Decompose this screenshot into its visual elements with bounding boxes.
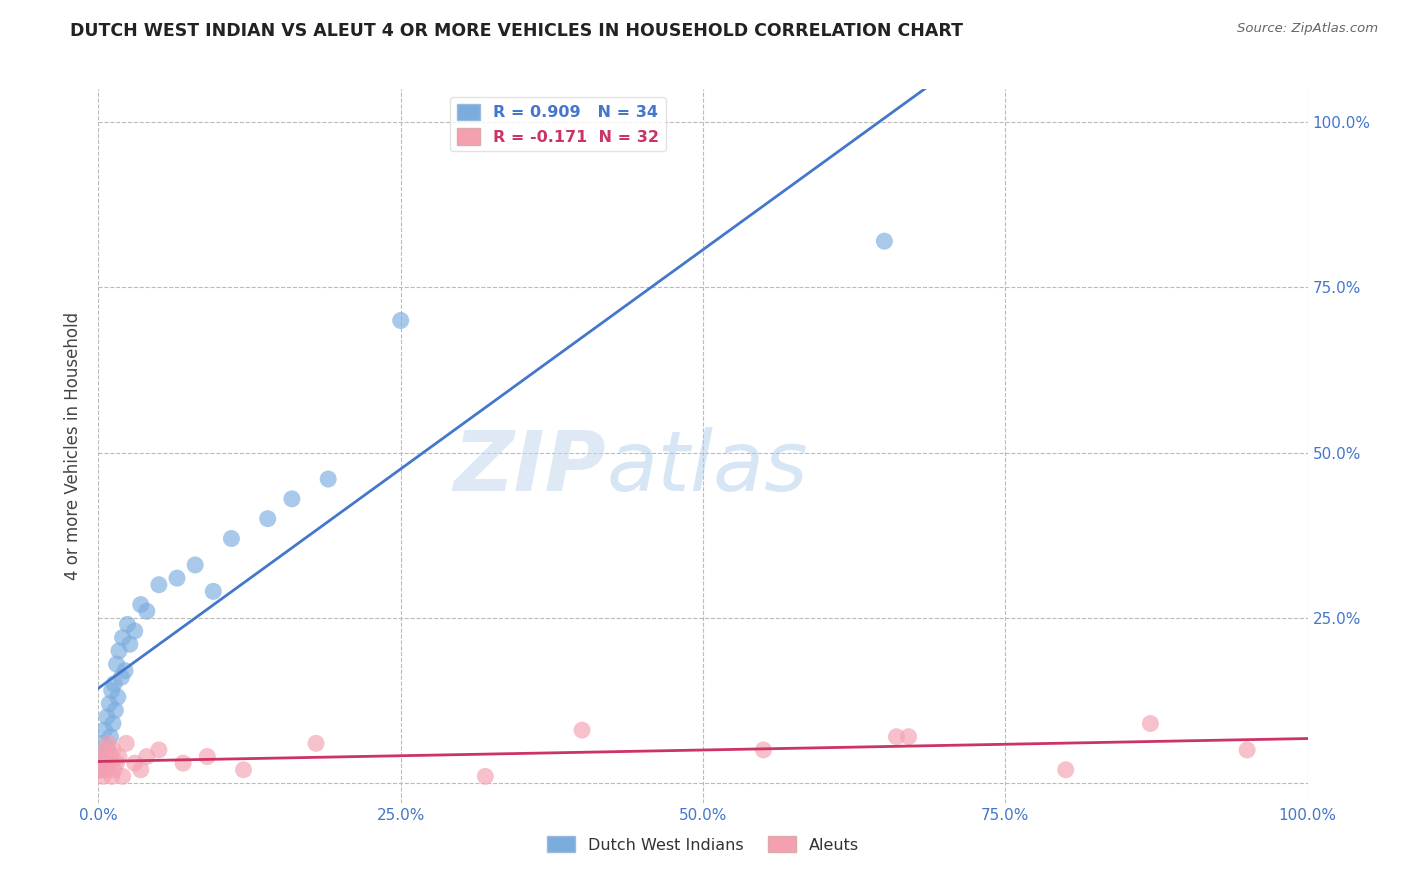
Point <box>96 763 118 777</box>
Point <box>474 769 496 783</box>
Point <box>118 637 141 651</box>
Point <box>202 584 225 599</box>
Legend: Dutch West Indians, Aleuts: Dutch West Indians, Aleuts <box>540 830 866 859</box>
Point <box>103 763 125 777</box>
Point <box>91 769 114 783</box>
Point <box>105 657 128 671</box>
Point <box>96 710 118 724</box>
Point <box>389 313 412 327</box>
Point <box>115 736 138 750</box>
Point <box>107 690 129 704</box>
Point <box>1139 716 1161 731</box>
Point <box>316 472 339 486</box>
Point <box>129 763 152 777</box>
Point <box>232 763 254 777</box>
Point <box>108 644 131 658</box>
Point <box>124 756 146 771</box>
Point <box>124 624 146 638</box>
Point <box>886 730 908 744</box>
Point <box>195 749 218 764</box>
Point <box>114 664 136 678</box>
Point <box>100 769 122 783</box>
Point <box>135 749 157 764</box>
Point <box>100 683 122 698</box>
Point <box>100 730 122 744</box>
Point <box>108 749 131 764</box>
Text: ZIP: ZIP <box>454 427 606 508</box>
Point <box>93 756 115 771</box>
Point <box>98 697 121 711</box>
Point <box>571 723 593 738</box>
Point <box>103 677 125 691</box>
Point <box>117 617 139 632</box>
Point <box>256 511 278 525</box>
Text: atlas: atlas <box>606 427 808 508</box>
Point <box>98 756 121 771</box>
Text: Source: ZipAtlas.com: Source: ZipAtlas.com <box>1237 22 1378 36</box>
Point <box>172 756 194 771</box>
Point <box>104 703 127 717</box>
Point <box>93 723 115 738</box>
Point <box>97 743 120 757</box>
Point <box>1054 763 1077 777</box>
Point <box>129 598 152 612</box>
Point <box>90 763 112 777</box>
Point <box>873 234 896 248</box>
Point <box>94 743 117 757</box>
Point <box>752 743 775 757</box>
Point <box>101 716 124 731</box>
Point <box>91 736 114 750</box>
Point <box>221 532 243 546</box>
Point <box>305 736 328 750</box>
Point <box>101 743 124 757</box>
Point <box>135 604 157 618</box>
Point <box>97 736 120 750</box>
Point <box>148 743 170 757</box>
Point <box>110 670 132 684</box>
Point <box>1236 743 1258 757</box>
Y-axis label: 4 or more Vehicles in Household: 4 or more Vehicles in Household <box>65 312 83 580</box>
Point <box>897 730 920 744</box>
Point <box>184 558 207 572</box>
Point <box>111 769 134 783</box>
Point <box>90 763 112 777</box>
Point <box>148 578 170 592</box>
Point <box>100 749 122 764</box>
Point <box>94 756 117 771</box>
Point <box>91 749 114 764</box>
Point <box>111 631 134 645</box>
Point <box>166 571 188 585</box>
Text: DUTCH WEST INDIAN VS ALEUT 4 OR MORE VEHICLES IN HOUSEHOLD CORRELATION CHART: DUTCH WEST INDIAN VS ALEUT 4 OR MORE VEH… <box>70 22 963 40</box>
Point <box>91 749 114 764</box>
Point <box>281 491 304 506</box>
Point <box>105 756 128 771</box>
